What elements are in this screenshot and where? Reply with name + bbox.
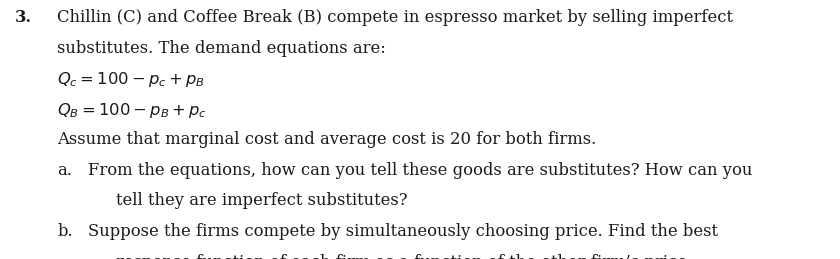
Text: From the equations, how can you tell these goods are substitutes? How can you: From the equations, how can you tell the… <box>88 162 753 179</box>
Text: tell they are imperfect substitutes?: tell they are imperfect substitutes? <box>116 192 407 210</box>
Text: $Q_B = 100 - p_B + p_c$: $Q_B = 100 - p_B + p_c$ <box>57 101 207 120</box>
Text: a.: a. <box>57 162 72 179</box>
Text: substitutes. The demand equations are:: substitutes. The demand equations are: <box>57 40 386 57</box>
Text: Assume that marginal cost and average cost is 20 for both firms.: Assume that marginal cost and average co… <box>57 131 596 148</box>
Text: response function of each firm as a function of the other firm’s price.: response function of each firm as a func… <box>116 254 692 259</box>
Text: $Q_c = 100 - p_c + p_B$: $Q_c = 100 - p_c + p_B$ <box>57 70 205 89</box>
Text: Suppose the firms compete by simultaneously choosing price. Find the best: Suppose the firms compete by simultaneou… <box>88 223 718 240</box>
Text: b.: b. <box>57 223 73 240</box>
Text: 3.: 3. <box>15 9 32 26</box>
Text: Chillin (C) and Coffee Break (B) compete in espresso market by selling imperfect: Chillin (C) and Coffee Break (B) compete… <box>57 9 733 26</box>
